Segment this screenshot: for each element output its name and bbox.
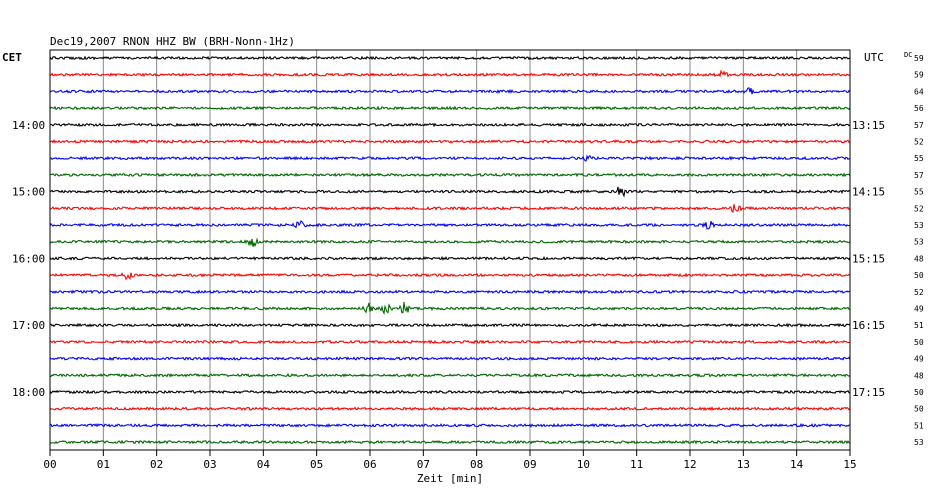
trace-row [49,389,851,395]
trace-row [49,301,851,316]
x-axis-label: Zeit [min] [417,472,483,485]
cet-time-label: 14:00 [12,119,45,132]
dc-value: 55 [914,154,924,163]
dc-value: 53 [914,221,924,230]
utc-time-label: 16:15 [852,319,885,332]
dc-value: 56 [914,104,924,113]
trace-row [49,356,851,361]
trace-row [49,69,851,78]
trace-row [49,422,851,428]
cet-time-label: 17:00 [12,319,45,332]
trace-row [49,406,851,412]
x-tick-label: 08 [470,458,483,471]
trace-row [49,55,851,61]
trace-row [49,322,851,328]
utc-time-label: 14:15 [852,186,885,199]
vertical-gridlines [102,50,798,450]
x-tick-label: 07 [417,458,430,471]
dc-value: 48 [914,371,924,380]
plot-frame [49,49,851,451]
cet-time-labels: 14:00 15:00 16:00 17:00 18:00 [12,119,45,399]
trace-row [49,237,851,248]
seismic-traces [49,55,851,445]
x-tick-label: 09 [523,458,536,471]
utc-time-labels: 13:15 14:15 15:15 16:15 17:15 [852,119,885,399]
dc-value: 49 [914,305,924,314]
utc-time-label: 15:15 [852,252,885,265]
trace-row [49,255,851,261]
dc-value: 52 [914,138,924,147]
chart-title: Dec19,2007 RNON HHZ BW (BRH-Nonn-1Hz) [50,35,295,48]
trace-row [49,154,851,162]
x-tick-label: 11 [630,458,643,471]
trace-row [49,372,851,378]
x-tick-label: 06 [363,458,376,471]
cet-label: CET [2,51,22,64]
dc-value: 48 [914,254,924,263]
dc-value: 50 [914,271,924,280]
x-tick-label: 10 [577,458,590,471]
dc-value: 53 [914,238,924,247]
x-tick-label: 14 [790,458,804,471]
dc-value: 59 [914,71,924,80]
x-tick-label: 01 [97,458,110,471]
trace-row [49,172,851,178]
trace-row [49,105,851,111]
x-tick-label: 04 [257,458,271,471]
dc-value: 52 [914,204,924,213]
trace-row [49,272,851,281]
x-tick-label: 03 [203,458,216,471]
trace-row [49,439,851,445]
dc-label: DC [904,51,912,59]
utc-label: UTC [864,51,884,64]
x-tick-label: 15 [843,458,856,471]
dc-value: 57 [914,171,924,180]
dc-value: 57 [914,121,924,130]
dc-value: 55 [914,188,924,197]
dc-values: 59 59 64 56 57 52 55 57 55 52 53 53 48 50 52 49 51 50 49 48… [914,54,924,447]
dc-value: 50 [914,338,924,347]
x-tick-label: 05 [310,458,323,471]
dc-value: 49 [914,355,924,364]
utc-time-label: 17:15 [852,386,885,399]
cet-time-label: 16:00 [12,252,45,265]
dc-value: 51 [914,321,924,330]
dc-value: 50 [914,388,924,397]
utc-time-label: 13:15 [852,119,885,132]
trace-row [49,289,851,295]
dc-value: 52 [914,288,924,297]
trace-row [49,87,851,95]
x-axis-ticks: 00 01 02 03 04 05 06 07 08 09 10 11 12 13 14 15 [43,450,857,471]
trace-row [49,204,851,214]
x-tick-label: 02 [150,458,163,471]
dc-value: 51 [914,421,924,430]
trace-row [49,186,851,198]
x-tick-label: 00 [43,458,56,471]
dc-value: 53 [914,438,924,447]
dc-value: 50 [914,405,924,414]
cet-time-label: 15:00 [12,186,45,199]
x-tick-label: 13 [737,458,750,471]
trace-row [49,138,851,144]
trace-row [49,122,851,128]
cet-time-label: 18:00 [12,386,45,399]
dc-value: 64 [914,87,924,96]
x-tick-label: 12 [683,458,696,471]
trace-row [49,339,851,345]
trace-row [49,220,851,230]
dc-value: 59 [914,54,924,63]
